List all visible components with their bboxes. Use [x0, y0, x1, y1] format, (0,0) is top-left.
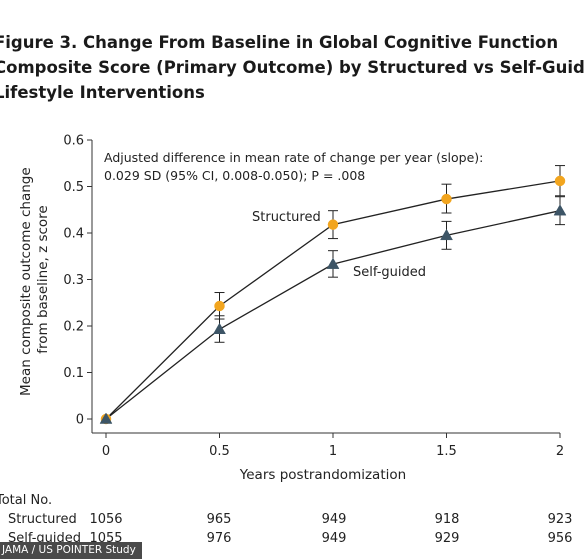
table-cell-self-guided: 976	[207, 531, 232, 546]
table-cell-self-guided: 949	[322, 531, 347, 546]
table-cell-structured: 918	[435, 512, 460, 527]
x-tick-label: 0.5	[209, 444, 230, 459]
x-tick-label: 0	[102, 444, 110, 459]
point-self-guided	[326, 257, 340, 269]
table-header: Total No.	[0, 493, 52, 508]
annotation-line-2: 0.029 SD (95% CI, 0.008-0.050); P = .008	[104, 168, 365, 183]
table-row-label-structured: Structured	[8, 512, 77, 527]
series-markers	[99, 175, 567, 425]
y-tick-label: 0.2	[63, 320, 84, 335]
chart-axes: 0 0.1 0.2 0.3 0.4 0.5 0.6 0 0.5 1 1.5 2	[63, 134, 564, 460]
table-cell-structured: 1056	[89, 512, 122, 527]
point-structured	[327, 219, 339, 230]
series-label-self-guided: Self-guided	[353, 265, 426, 280]
point-structured	[441, 193, 452, 205]
y-tick-label: 0.4	[63, 227, 84, 242]
point-self-guided	[213, 322, 226, 335]
x-tick-label: 1	[329, 444, 337, 459]
y-axis-title-line-2: from baseline, z score	[35, 205, 51, 354]
point-structured	[214, 300, 225, 312]
x-tick-label: 1.5	[436, 444, 457, 459]
figure-title-line-1: Figure 3. Change From Baseline in Global…	[0, 33, 559, 52]
table-cell-structured: 923	[548, 512, 573, 527]
table-cell-self-guided: 956	[548, 531, 573, 546]
table-cell-self-guided: 929	[435, 531, 460, 546]
figure-title-line-2: Composite Score (Primary Outcome) by Str…	[0, 58, 585, 77]
table-cell-structured: 965	[207, 512, 232, 527]
table-cell-structured: 949	[322, 512, 347, 527]
y-tick-label: 0.1	[63, 366, 84, 381]
y-tick-label: 0.6	[63, 134, 84, 149]
y-axis-title-line-1: Mean composite outcome change	[18, 167, 34, 396]
error-bars	[214, 165, 565, 343]
annotation-line-1: Adjusted difference in mean rate of chan…	[104, 150, 483, 165]
point-self-guided	[99, 412, 113, 424]
x-axis-title: Years postrandomization	[239, 467, 406, 483]
y-tick-label: 0.3	[63, 273, 84, 288]
y-axis-title: Mean composite outcome change from basel…	[18, 163, 51, 396]
y-tick-label: 0	[76, 413, 84, 428]
x-tick-label: 2	[556, 444, 564, 459]
point-self-guided	[553, 204, 567, 216]
point-structured	[554, 175, 566, 187]
image-credit: JAMA / US POINTER Study	[0, 542, 142, 559]
series-label-structured: Structured	[252, 210, 321, 225]
numbers-at-risk-table: Total No. Structured Self-guided 1056 965…	[0, 493, 572, 546]
y-tick-label: 0.5	[63, 180, 84, 195]
figure-title: Figure 3. Change From Baseline in Global…	[0, 30, 585, 105]
point-self-guided	[440, 228, 453, 241]
figure-title-line-3: Lifestyle Interventions	[0, 83, 205, 102]
series-line-self-guided	[105, 210, 561, 420]
